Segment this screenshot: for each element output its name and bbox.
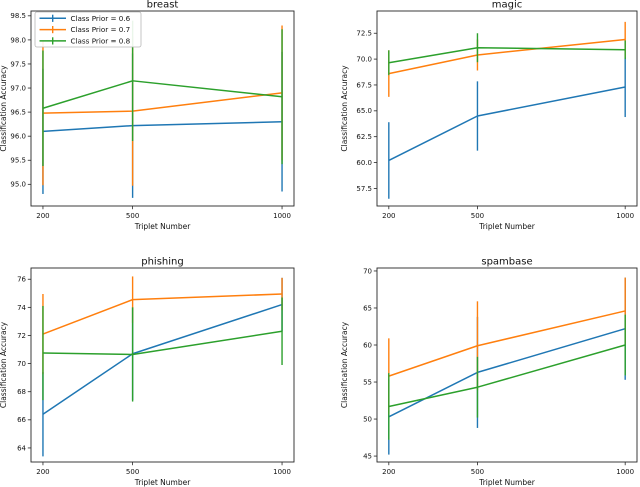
subplot-magic: 200 500 1000 57.5 60.0 62.5 65.0 67.5 70.0 72.5 ma… — [340, 0, 638, 231]
x-tick-label: 1000 — [616, 468, 634, 476]
y-tick-label: 62.5 — [356, 133, 372, 141]
legend-item-label: Class Prior = 0.6 — [71, 14, 131, 23]
y-tick-label: 64 — [17, 444, 26, 452]
legend-item-label: Class Prior = 0.8 — [71, 36, 131, 45]
chart-title: breast — [147, 0, 179, 11]
y-axis-label: Classification Accuracy — [0, 321, 8, 408]
x-axis-label: Triplet Number — [478, 478, 535, 487]
data-series-line-1 — [42, 92, 283, 114]
data-series-line-0 — [388, 327, 626, 418]
x-tick-label: 1000 — [616, 212, 634, 220]
x-tick-label: 200 — [382, 468, 395, 476]
x-tick-label: 500 — [126, 468, 139, 476]
y-tick-label: 98.5 — [10, 12, 26, 20]
axes-spines — [30, 10, 295, 207]
y-tick-label: 66 — [17, 416, 26, 424]
y-tick-label: 57.5 — [356, 185, 372, 193]
data-series-line-2 — [388, 344, 626, 408]
y-tick-label: 68 — [17, 388, 26, 396]
y-tick-label: 50 — [363, 415, 372, 423]
y-tick-label: 96.5 — [10, 109, 26, 117]
x-tick-label: 200 — [382, 212, 395, 220]
x-axis-label: Triplet Number — [134, 478, 191, 487]
chart-title: phishing — [141, 257, 183, 268]
y-tick-label: 97.5 — [10, 60, 26, 68]
legend-box — [34, 11, 142, 48]
y-tick-label: 96.0 — [10, 133, 26, 141]
data-series-line-0 — [42, 120, 283, 133]
y-tick-label: 45 — [363, 452, 372, 460]
y-tick-label: 72.5 — [356, 30, 372, 38]
y-tick-label: 70 — [363, 267, 372, 275]
y-tick-label: 76 — [17, 276, 26, 284]
y-tick-label: 67.5 — [356, 81, 372, 89]
y-tick-label: 95.0 — [10, 181, 26, 189]
y-tick-label: 60.0 — [356, 159, 372, 167]
axes-spines — [376, 10, 638, 207]
y-tick-label: 70 — [17, 360, 26, 368]
x-axis-label: Triplet Number — [134, 222, 191, 231]
y-axis-label: Classification Accuracy — [340, 321, 349, 408]
y-tick-label: 72 — [17, 332, 26, 340]
legend-item-label: Class Prior = 0.7 — [71, 25, 131, 34]
chart-title: spambase — [481, 257, 532, 268]
y-tick-label: 74 — [17, 304, 26, 312]
axes-spines — [30, 267, 295, 463]
y-axis-label: Classification Accuracy — [0, 65, 8, 152]
data-series-line-2 — [42, 330, 283, 356]
subplot-breast: 200 500 1000 95.0 95.5 96.0 96.5 97.0 97.5 98.0 98… — [0, 0, 295, 231]
x-tick-label: 1000 — [273, 468, 291, 476]
x-tick-label: 200 — [36, 468, 49, 476]
x-tick-label: 500 — [471, 212, 484, 220]
y-tick-label: 70.0 — [356, 56, 372, 64]
subplot-spambase: 200 500 1000 45 50 55 60 65 70 spambase Triplet Nu… — [340, 257, 638, 487]
y-tick-label: 60 — [363, 341, 372, 349]
x-tick-label: 200 — [36, 212, 49, 220]
axes-spines — [376, 267, 638, 463]
data-series-line-2 — [388, 46, 626, 64]
y-tick-label: 65.0 — [356, 107, 372, 115]
y-axis-label: Classification Accuracy — [340, 65, 349, 152]
x-tick-label: 1000 — [273, 212, 291, 220]
data-series-line-2 — [42, 80, 283, 109]
chart-title: magic — [492, 0, 523, 11]
data-series-line-1 — [42, 293, 283, 335]
x-tick-label: 500 — [126, 212, 139, 220]
y-tick-label: 65 — [363, 304, 372, 312]
y-tick-label: 97.0 — [10, 84, 26, 92]
data-series-line-0 — [388, 86, 626, 162]
data-series-line-1 — [388, 310, 626, 377]
y-tick-label: 98.0 — [10, 36, 26, 44]
x-tick-label: 500 — [471, 468, 484, 476]
y-tick-label: 95.5 — [10, 157, 26, 165]
subplot-phishing: 200 500 1000 64 66 68 70 72 74 76 phishing Triplet … — [0, 257, 295, 487]
y-tick-label: 55 — [363, 378, 372, 386]
x-axis-label: Triplet Number — [478, 222, 535, 231]
